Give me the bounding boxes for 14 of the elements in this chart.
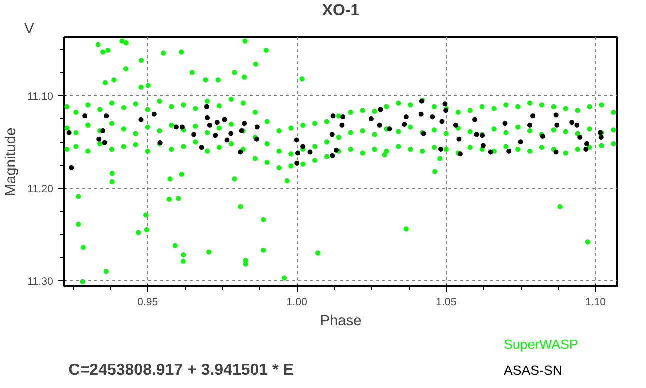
chart-title: XO-1: [322, 2, 360, 20]
y-tick-label: 11.30: [28, 276, 54, 288]
x-tick-label: 1.00: [286, 296, 308, 308]
x-tick-label: 1.05: [436, 296, 457, 308]
x-tick-label: 0.95: [137, 296, 158, 308]
text: SuperWASP: [504, 337, 578, 352]
y-tick-label: 11.10: [28, 90, 54, 103]
y-axis-title: Magnitude: [4, 128, 20, 196]
y-tick-label: 11.20: [28, 183, 54, 196]
x-axis-title: Phase: [320, 314, 362, 330]
x-tick-label: 1.10: [585, 296, 606, 308]
text: ASAS-SN: [504, 363, 563, 378]
text: C=2453808.917 + 3.941501 * E: [68, 362, 294, 379]
text: V: [24, 22, 34, 38]
